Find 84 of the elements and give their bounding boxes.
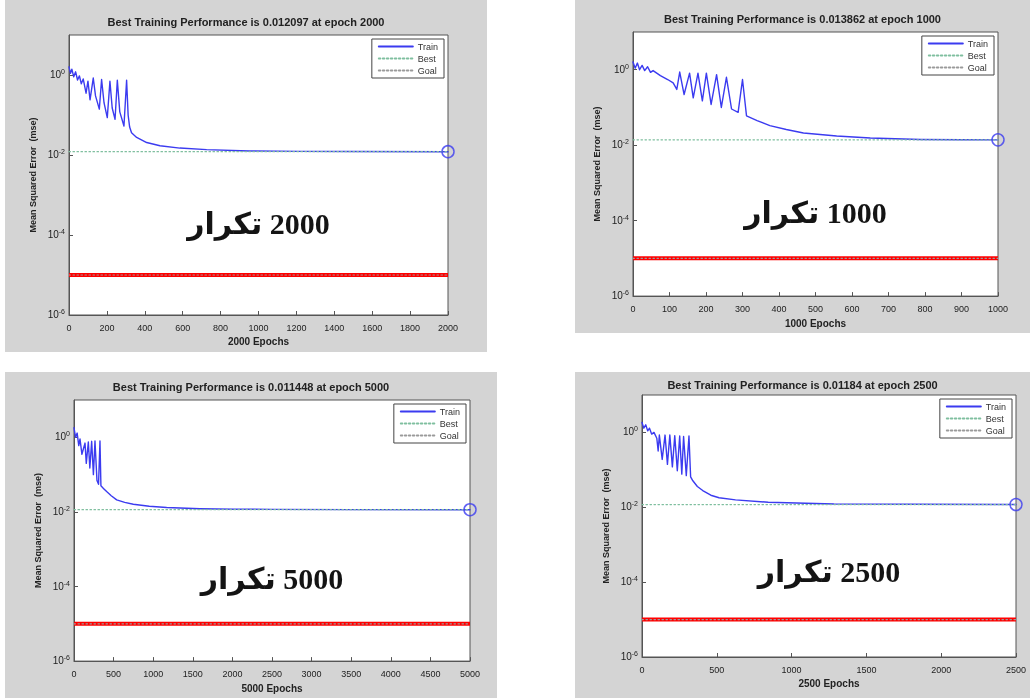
- y-tick-label: 10$^{-6}$: [620, 650, 638, 663]
- y-tick-label: 10$^{0}$: [622, 425, 638, 439]
- x-tick-label: 2500: [261, 668, 283, 679]
- legend-label: Best: [417, 53, 437, 64]
- x-tick-label: 300: [734, 303, 751, 314]
- y-axis-title: Mean Squared Error (mse): [591, 106, 602, 222]
- x-axis-title: 5000 Epochs: [241, 682, 303, 694]
- x-tick-label: 1400: [324, 322, 345, 333]
- x-tick-label: 1500: [182, 668, 203, 679]
- x-tick-label: 700: [880, 303, 897, 314]
- legend-label: Train: [439, 406, 460, 417]
- chart-title: Best Training Performance is 0.012097 at epoch 2000: [107, 15, 385, 28]
- y-tick-label: 10$^{-6}$: [47, 308, 65, 321]
- chart-title: Best Training Performance is 0.013862 at epoch 1000: [664, 12, 941, 25]
- legend-label: Goal: [417, 65, 437, 76]
- legend-label: Goal: [439, 430, 459, 441]
- y-tick-label: 10$^{-4}$: [52, 579, 70, 593]
- x-axis-title: 1000 Epochs: [784, 317, 847, 329]
- legend-label: Best: [985, 413, 1005, 424]
- y-axis-title: Mean Squared Error (mse): [27, 117, 38, 233]
- legend-label: Best: [967, 50, 987, 61]
- y-axis-title: Mean Squared Error (mse): [32, 473, 43, 589]
- line-series: [73, 427, 471, 511]
- legend-label: Train: [417, 41, 438, 52]
- y-tick-label: 10$^{0}$: [613, 62, 629, 76]
- x-tick-label: 1000: [248, 322, 269, 333]
- x-tick-label: 0: [639, 664, 645, 675]
- y-axis-title: Mean Squared Error (mse): [600, 468, 611, 584]
- x-tick-label: 1600: [362, 322, 383, 333]
- x-tick-label: 2500: [1005, 664, 1027, 675]
- x-axis-title: 2500 Epochs: [798, 678, 860, 690]
- x-tick-label: 400: [137, 322, 153, 333]
- x-tick-label: 500: [807, 303, 824, 314]
- x-tick-label: 800: [917, 303, 933, 314]
- x-tick-label: 2000: [931, 664, 952, 675]
- x-tick-label: 1500: [856, 664, 877, 675]
- y-tick-label: 10$^{-6}$: [611, 289, 629, 303]
- x-tick-label: 500: [709, 664, 725, 675]
- x-tick-label: 600: [175, 322, 191, 333]
- x-tick-label: 3000: [301, 668, 322, 679]
- x-tick-label: 1000: [143, 668, 164, 679]
- x-tick-label: 1000: [781, 664, 802, 675]
- x-tick-label: 3500: [341, 668, 362, 679]
- annotation: 5000 تكرار: [200, 561, 344, 595]
- x-axis-title: 2000 Epochs: [227, 336, 290, 348]
- x-tick-label: 900: [953, 303, 970, 314]
- x-tick-label: 500: [106, 668, 122, 679]
- x-tick-label: 0: [630, 303, 636, 314]
- chart-title: Best Training Performance is 0.011448 at epoch 5000: [112, 380, 390, 393]
- y-tick-label: 10$^{-2}$: [52, 504, 70, 518]
- chart-title: Best Training Performance is 0.01184 at epoch 2500: [667, 378, 938, 391]
- y-tick-label: 10$^{-2}$: [611, 138, 629, 152]
- legend-label: Goal: [967, 62, 987, 73]
- x-tick-label: 4500: [420, 668, 441, 679]
- y-tick-label: 10$^{-2}$: [620, 500, 638, 514]
- annotation: 2000 تكرار: [187, 206, 330, 240]
- x-tick-label: 1200: [286, 322, 307, 333]
- x-tick-label: 1000: [987, 303, 1009, 314]
- x-tick-label: 600: [844, 303, 860, 314]
- x-tick-label: 1800: [400, 322, 421, 333]
- y-tick-label: 10$^{0}$: [49, 68, 65, 81]
- x-tick-label: 2000: [437, 322, 459, 333]
- x-tick-label: 4000: [380, 668, 401, 679]
- y-tick-label: 10$^{-6}$: [52, 654, 70, 668]
- x-tick-label: 400: [771, 303, 787, 314]
- x-tick-label: 200: [698, 303, 714, 314]
- legend-label: Best: [439, 418, 459, 429]
- y-tick-label: 10$^{-2}$: [47, 148, 65, 161]
- x-tick-label: 0: [66, 322, 72, 333]
- y-tick-label: 10$^{-4}$: [47, 228, 65, 241]
- legend-label: Train: [985, 401, 1006, 412]
- x-tick-label: 2000: [222, 668, 243, 679]
- x-tick-label: 100: [661, 303, 678, 314]
- x-tick-label: 800: [213, 322, 229, 333]
- annotation: 1000 تكرار: [744, 195, 887, 229]
- y-tick-label: 10$^{0}$: [54, 430, 70, 444]
- legend-label: Train: [967, 38, 988, 49]
- y-tick-label: 10$^{-4}$: [620, 575, 638, 589]
- x-tick-label: 200: [99, 322, 115, 333]
- x-tick-label: 0: [71, 668, 77, 679]
- legend-label: Goal: [985, 425, 1005, 436]
- y-tick-label: 10$^{-4}$: [611, 213, 629, 227]
- annotation: 2500 تكرار: [757, 554, 901, 588]
- x-tick-label: 5000: [459, 668, 481, 679]
